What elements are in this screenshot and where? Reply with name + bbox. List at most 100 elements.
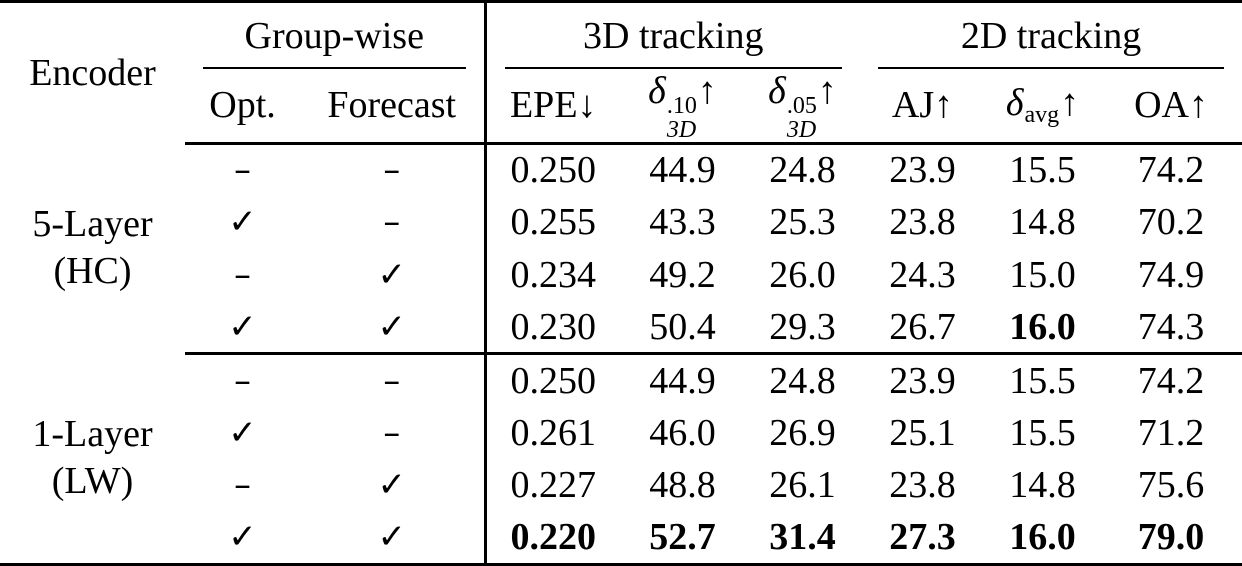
col-header-delta3d-10: δ .10 3D ↑ [620, 68, 745, 145]
delta05-value-cell: 24.8 [769, 359, 836, 402]
col-header-delta3d-05: δ .05 3D ↑ [745, 68, 861, 145]
opt-mark-cell: ✓ [228, 202, 257, 243]
col-group-groupwise: Group-wise [185, 2, 485, 69]
col-header-epe: EPE↓ [483, 68, 620, 145]
opt-mark-cell: ✓ [228, 517, 257, 558]
aj-value-cell: 25.1 [889, 411, 956, 454]
table-row: ✓ – 0.255 43.3 25.3 23.8 14.8 70.2 [0, 195, 1242, 249]
delta-avg-value-cell: 15.5 [1009, 149, 1076, 192]
aj-value-cell: 27.3 [889, 516, 956, 559]
delta-symbol: δ [648, 69, 666, 112]
delta05-value-cell: 25.3 [769, 201, 836, 244]
oa-value-cell: 74.3 [1100, 301, 1242, 356]
delta10-value-cell: 46.0 [649, 411, 716, 454]
delta-symbol: δ [768, 69, 786, 112]
oa-value-cell: 70.2 [1137, 201, 1205, 244]
forecast-mark-cell: ✓ [377, 254, 407, 295]
delta-symbol: δ [1005, 81, 1024, 124]
delta-supsub: .05 3D [787, 94, 817, 142]
col-header-forecast: Forecast [300, 68, 485, 145]
epe-value-cell: 0.220 [483, 511, 620, 565]
epe-value-cell: 0.230 [483, 301, 620, 356]
3d-tracking-label: 3D tracking [583, 14, 764, 57]
epe-value-cell: 0.227 [483, 459, 620, 512]
2d-tracking-label: 2D tracking [960, 14, 1142, 57]
opt-mark-cell: ✓ [185, 301, 300, 356]
oa-value-cell: 74.2 [1137, 149, 1205, 192]
delta-avg-value-cell: 16.0 [985, 301, 1101, 356]
delta-avg-value-cell: 15.0 [1009, 253, 1076, 296]
up-arrow-icon: ↑ [697, 69, 717, 112]
delta10-value-cell: 52.7 [649, 516, 716, 559]
col-header-oa: OA↑ [1100, 68, 1242, 145]
col-group-2d-tracking: 2D tracking [860, 2, 1242, 69]
encoder-name: 1-Layer [32, 412, 153, 455]
epe-value-cell: 0.250 [483, 353, 620, 407]
table-row: – ✓ 0.234 49.2 26.0 24.3 15.0 74.9 [0, 248, 1242, 302]
2d-tracking-underline: 2D tracking [878, 4, 1225, 69]
encoder-name: 5-Layer [32, 202, 153, 245]
delta-supsub: .10 3D [667, 94, 697, 142]
col-header-opt: Opt. [185, 68, 300, 145]
col-header-encoder: Encoder [29, 52, 156, 95]
col-group-3d-tracking: 3D tracking [483, 1, 861, 69]
encoder-variant: (LW) [51, 460, 134, 503]
up-arrow-icon: ↑ [817, 69, 837, 112]
aj-value-cell: 23.8 [889, 201, 956, 244]
opt-mark-cell: – [234, 254, 251, 295]
epe-value-cell: 0.250 [483, 143, 620, 196]
opt-mark-cell: – [234, 360, 251, 401]
epe-value-cell: 0.255 [483, 195, 620, 249]
3d-tracking-underline: 3D tracking [504, 4, 843, 69]
delta10-value-cell: 50.4 [620, 301, 745, 356]
forecast-mark-cell: ✓ [377, 517, 407, 558]
delta05-value-cell: 26.9 [769, 411, 836, 454]
forecast-mark-cell: ✓ [300, 301, 485, 356]
forecast-mark-cell: – [383, 202, 401, 243]
delta-avg-value-cell: 15.5 [1009, 359, 1076, 402]
delta05-value-cell: 29.3 [745, 301, 861, 356]
table-row: 1-Layer (LW) – – 0.250 44.9 24.8 23.9 15… [0, 353, 1242, 502]
table-row: ✓ ✓ 0.220 52.7 31.4 27.3 16.0 79.0 [0, 511, 1242, 565]
aj-value-cell: 24.3 [889, 253, 956, 296]
opt-mark-cell: – [234, 465, 251, 506]
delta-avg-value-cell: 14.8 [1009, 201, 1076, 244]
opt-mark-cell: ✓ [228, 412, 257, 453]
oa-value-cell: 79.0 [1137, 516, 1205, 559]
delta-subscript: avg [1024, 102, 1060, 129]
group-1-layer-lw: 1-Layer (LW) – – 0.250 44.9 24.8 23.9 15… [0, 353, 1242, 565]
oa-value-cell: 74.2 [1137, 359, 1205, 402]
up-arrow-icon: ↑ [1060, 81, 1080, 124]
aj-value-cell: 26.7 [860, 301, 986, 356]
oa-value-cell: 74.9 [1137, 253, 1205, 296]
forecast-mark-cell: – [383, 150, 401, 191]
delta-avg-value-cell: 14.8 [1009, 464, 1076, 507]
table-row: ✓ ✓ 0.230 50.4 29.3 26.7 16.0 74.3 [0, 301, 1242, 356]
epe-value-cell: 0.261 [483, 406, 620, 460]
delta05-value-cell: 26.0 [769, 253, 836, 296]
aj-value-cell: 23.9 [889, 149, 956, 192]
col-header-delta-avg: δavg↑ [985, 68, 1101, 145]
delta-avg-value-cell: 16.0 [1009, 516, 1076, 559]
header-sub-row: Opt. Forecast EPE↓ δ .10 3D ↑ δ .05 3D ↑ AJ↑ δ… [0, 68, 1242, 145]
delta-subscript: 3D [786, 116, 817, 143]
forecast-mark-cell: – [383, 360, 401, 401]
opt-mark-cell: – [234, 150, 251, 191]
encoder-variant: (HC) [53, 250, 132, 293]
oa-value-cell: 75.6 [1137, 464, 1205, 507]
groupwise-label: Group-wise [244, 14, 424, 57]
delta-avg-value-cell: 15.5 [1009, 411, 1076, 454]
groupwise-underline: Group-wise [203, 4, 466, 69]
forecast-mark-cell: ✓ [377, 465, 407, 506]
delta10-value-cell: 43.3 [649, 201, 716, 244]
aj-value-cell: 23.9 [889, 359, 956, 402]
forecast-mark-cell: – [383, 412, 401, 453]
table-header: Encoder Group-wise 3D tracking 2D tracki… [0, 1, 1242, 145]
table-row: ✓ – 0.261 46.0 26.9 25.1 15.5 71.2 [0, 406, 1242, 460]
encoder-group-label: 5-Layer (HC) [0, 143, 185, 354]
delta10-value-cell: 44.9 [649, 149, 716, 192]
delta05-value-cell: 31.4 [769, 516, 836, 559]
delta10-value-cell: 48.8 [649, 464, 716, 507]
col-header-aj: AJ↑ [860, 68, 986, 145]
